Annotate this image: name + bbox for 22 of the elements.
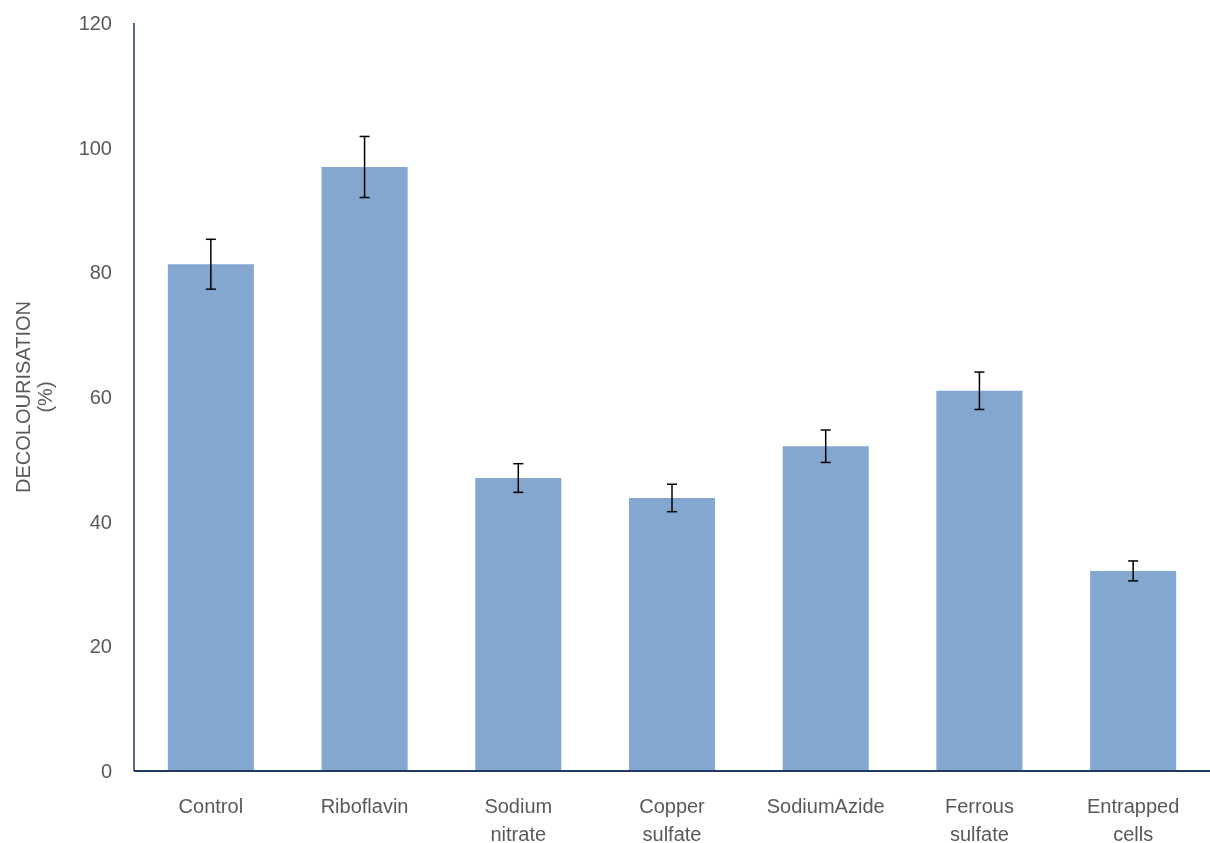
- x-tick-label: SodiumAzide: [766, 795, 885, 817]
- y-tick-label: 80: [89, 261, 112, 284]
- y-tick-label: 20: [89, 635, 112, 658]
- bar: [628, 497, 716, 771]
- x-tick-label: Ferrous sulfate: [944, 795, 1014, 843]
- x-tick-label: Sodium nitrate: [484, 795, 553, 843]
- x-tick-label: Control: [178, 795, 244, 817]
- y-tick-label: 40: [89, 510, 112, 533]
- y-tick-label: 60: [89, 386, 112, 408]
- bar: [1090, 570, 1177, 771]
- x-tick-label: Copper sulfate: [639, 795, 706, 843]
- x-tick-label: Entrapped cells: [1086, 795, 1180, 843]
- bar: [167, 264, 254, 771]
- y-tick-label: 120: [78, 12, 112, 34]
- y-axis-title: DECOLOURISATION (%): [12, 301, 56, 493]
- y-tick-label: 0: [100, 760, 112, 782]
- bar: [321, 166, 408, 771]
- bar: [475, 478, 562, 771]
- x-tick-label: Riboflavin: [320, 795, 409, 817]
- bar: [936, 390, 1023, 771]
- bar: [782, 446, 869, 771]
- y-tick-label: 100: [78, 136, 112, 159]
